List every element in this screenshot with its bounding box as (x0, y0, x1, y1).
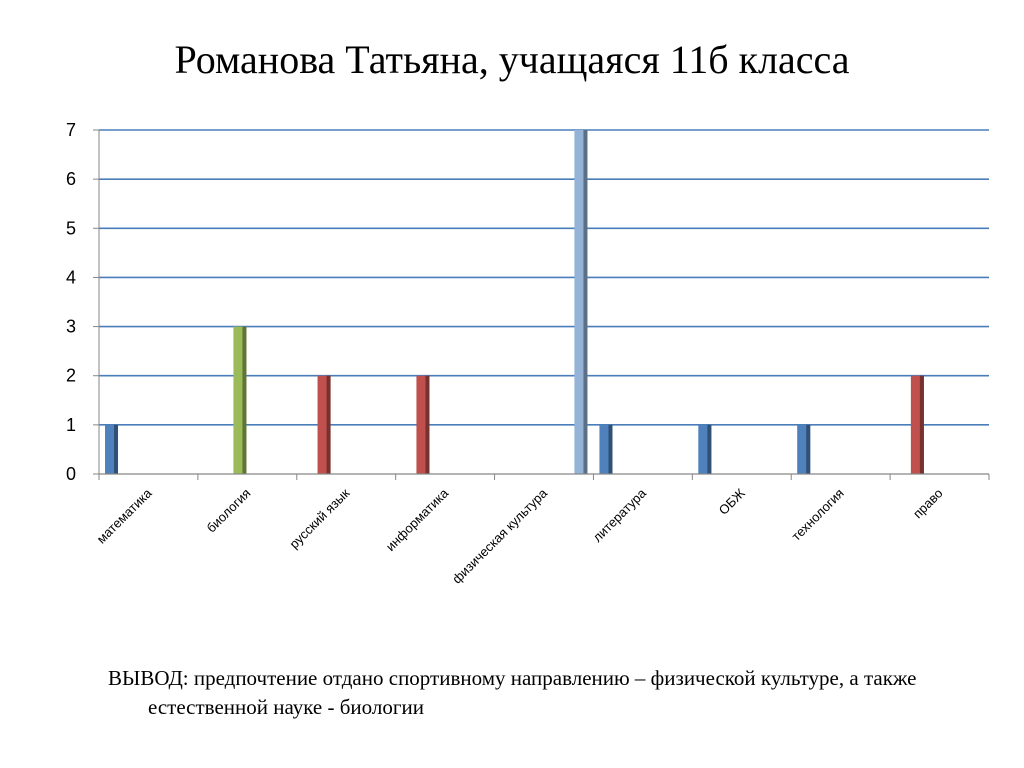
x-category-label: русский язык (286, 485, 352, 551)
bar-chart: 0 1 2 3 4 5 6 7 математика биология русский язык и… (66, 120, 990, 587)
x-axis-category-labels: математика биология русский язык информатик… (94, 485, 946, 587)
x-category-label: литература (590, 485, 650, 545)
bar (599, 424, 613, 474)
bar (105, 424, 119, 474)
y-tick-label: 7 (66, 120, 76, 140)
bar (233, 326, 247, 474)
slide-title: Романова Татьяна, учащаяся 11б класса (174, 37, 850, 82)
x-category-label: информатика (383, 485, 452, 554)
y-axis-tick-labels: 0 1 2 3 4 5 6 7 (66, 120, 76, 484)
bar (574, 130, 588, 474)
y-tick-label: 4 (66, 267, 76, 287)
x-category-label: биология (203, 486, 253, 536)
y-tick-label: 2 (66, 366, 76, 386)
bar (797, 424, 811, 474)
x-category-label: математика (94, 485, 156, 547)
conclusion-text: ВЫВОД: предпочтение отдано спортивному н… (108, 666, 917, 719)
bar (416, 375, 430, 474)
x-category-label: технология (789, 486, 847, 544)
y-tick-label: 1 (66, 415, 76, 435)
bar (317, 375, 331, 474)
axes (98, 130, 990, 480)
gridlines (93, 129, 989, 475)
x-category-label: физическая культура (449, 485, 551, 587)
y-tick-label: 5 (66, 218, 76, 238)
bars (105, 130, 924, 474)
x-category-label: право (910, 486, 946, 522)
y-tick-label: 3 (66, 317, 76, 337)
y-tick-label: 6 (66, 169, 76, 189)
bar (698, 424, 712, 474)
x-category-label: ОБЖ (716, 486, 748, 518)
y-tick-label: 0 (66, 464, 76, 484)
bar (910, 375, 924, 474)
